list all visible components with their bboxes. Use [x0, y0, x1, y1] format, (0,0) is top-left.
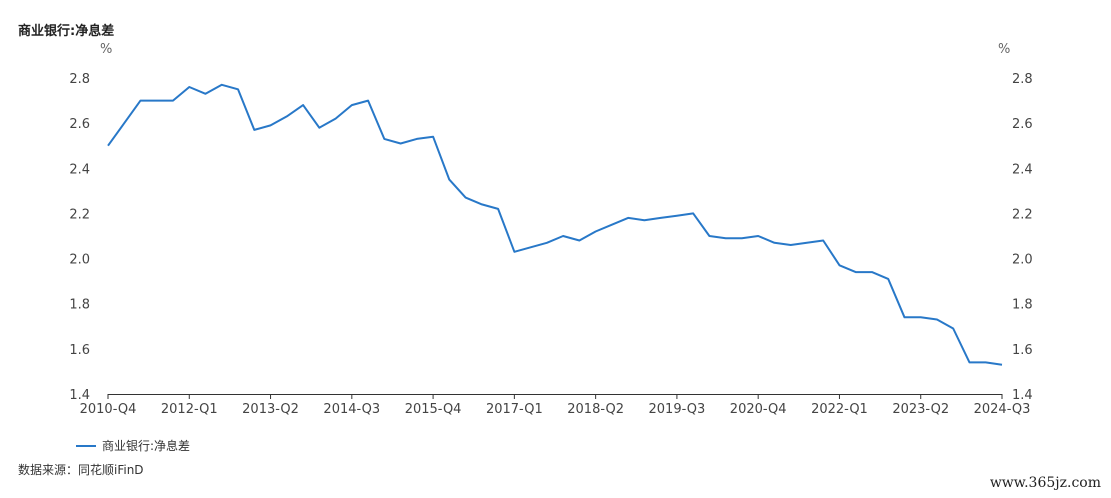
y-tick-label-right: 2.2	[1012, 207, 1033, 222]
x-tick-label: 2012-Q1	[161, 402, 218, 417]
x-tick-label: 2013-Q2	[242, 402, 299, 417]
y-tick-label-right: 2.4	[1012, 162, 1033, 177]
legend-swatch	[76, 444, 96, 447]
y-tick-label-left: 2.8	[69, 72, 90, 87]
legend-label: 商业银行:净息差	[102, 439, 191, 453]
y-tick-label-right: 2.8	[1012, 72, 1033, 87]
x-tick-label: 2023-Q2	[892, 402, 949, 417]
y-tick-label-right: 1.4	[1012, 388, 1033, 403]
x-tick-label: 2018-Q2	[567, 402, 624, 417]
line-chart: 1.4 1.4 1.6 1.6 1.8 1.8 2.0 2.0 2.2 2.2 2.4 2.4 2.6 2…	[69, 72, 1032, 417]
series-line	[107, 83, 1003, 366]
y-tick-label-left: 2.0	[69, 253, 90, 268]
x-tick-label: 2024-Q3	[974, 402, 1031, 417]
chart-legend: 商业银行:净息差	[76, 437, 190, 454]
x-tick-label: 2020-Q4	[730, 402, 787, 417]
watermark: www.365jz.com	[989, 475, 1101, 491]
x-tick-label: 2017-Q1	[486, 402, 543, 417]
y-tick-label-right: 2.6	[1012, 117, 1033, 132]
x-tick-label: 2022-Q1	[811, 402, 868, 417]
data-source-note: 数据来源：同花顺iFinD	[18, 463, 144, 477]
x-tick-label: 2014-Q3	[323, 402, 380, 417]
x-tick-label: 2010-Q4	[80, 402, 137, 417]
chart-ticks: 1.4 1.4 1.6 1.6 1.8 1.8 2.0 2.0 2.2 2.2 2.4 2.4 2.6 2…	[69, 72, 1032, 417]
y-tick-label-right: 1.8	[1012, 298, 1033, 313]
y-tick-label-left: 1.6	[69, 343, 90, 358]
y-tick-label-left: 1.8	[69, 298, 90, 313]
y-axis-unit-right: %	[998, 42, 1011, 57]
x-tick-label: 2019-Q3	[649, 402, 706, 417]
x-tick-label: 2015-Q4	[405, 402, 462, 417]
y-tick-label-left: 2.4	[69, 162, 90, 177]
y-axis-unit-left: %	[100, 42, 113, 57]
chart-series	[107, 83, 1003, 366]
y-tick-label-left: 1.4	[69, 388, 90, 403]
y-tick-label-right: 2.0	[1012, 253, 1033, 268]
y-tick-label-left: 2.2	[69, 207, 90, 222]
y-tick-label-right: 1.6	[1012, 343, 1033, 358]
chart-title: 商业银行:净息差	[18, 24, 115, 39]
y-tick-label-left: 2.6	[69, 117, 90, 132]
